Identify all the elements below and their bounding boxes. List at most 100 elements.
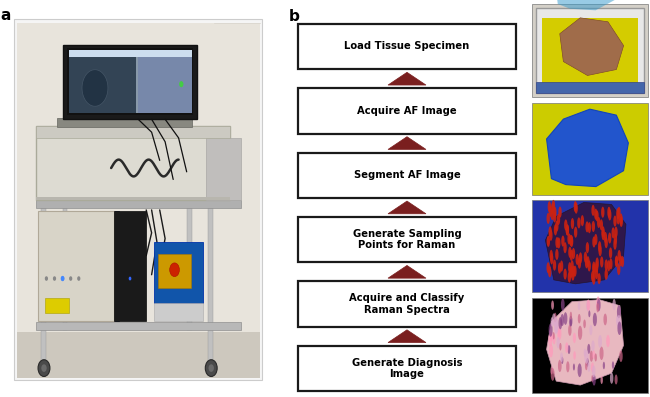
Circle shape: [596, 297, 600, 310]
Circle shape: [558, 317, 562, 329]
Circle shape: [597, 217, 601, 228]
Circle shape: [585, 361, 588, 370]
Circle shape: [575, 202, 578, 214]
Text: b: b: [289, 9, 299, 24]
Bar: [62, 208, 68, 330]
Bar: [532, 200, 647, 292]
Circle shape: [60, 276, 64, 281]
Circle shape: [586, 301, 590, 312]
Circle shape: [601, 376, 603, 384]
Circle shape: [574, 201, 577, 212]
Circle shape: [586, 242, 589, 253]
Bar: [138, 58, 192, 113]
FancyBboxPatch shape: [298, 217, 516, 262]
Circle shape: [592, 205, 595, 216]
Circle shape: [560, 314, 564, 326]
Bar: [532, 103, 647, 195]
Circle shape: [566, 344, 569, 352]
Circle shape: [570, 266, 573, 277]
Circle shape: [604, 232, 607, 243]
Circle shape: [551, 209, 554, 220]
Circle shape: [600, 219, 603, 230]
Circle shape: [569, 250, 573, 261]
Circle shape: [569, 235, 573, 246]
Circle shape: [601, 207, 604, 218]
Circle shape: [583, 320, 586, 328]
Circle shape: [617, 315, 621, 329]
Bar: [159, 254, 190, 288]
Circle shape: [598, 335, 602, 348]
Circle shape: [604, 259, 608, 270]
Circle shape: [614, 216, 617, 227]
Circle shape: [595, 353, 597, 362]
Circle shape: [572, 266, 575, 277]
Circle shape: [590, 325, 592, 335]
Circle shape: [592, 365, 595, 377]
Circle shape: [619, 255, 623, 266]
Circle shape: [554, 319, 559, 333]
Circle shape: [609, 258, 612, 270]
Circle shape: [614, 227, 618, 238]
Circle shape: [604, 237, 608, 248]
Bar: [17, 332, 259, 378]
Circle shape: [551, 317, 554, 327]
FancyBboxPatch shape: [298, 88, 516, 133]
Circle shape: [553, 207, 556, 218]
Bar: [187, 208, 192, 330]
Circle shape: [547, 213, 550, 224]
Circle shape: [607, 207, 610, 218]
Circle shape: [573, 333, 576, 343]
Polygon shape: [547, 109, 629, 187]
Circle shape: [603, 362, 605, 369]
Circle shape: [595, 210, 599, 222]
Circle shape: [577, 217, 580, 228]
Text: Segment AF Image: Segment AF Image: [354, 170, 460, 180]
Circle shape: [557, 237, 560, 249]
Circle shape: [549, 324, 552, 337]
Circle shape: [552, 260, 556, 271]
Circle shape: [549, 250, 553, 261]
Circle shape: [555, 220, 558, 231]
Bar: [532, 298, 647, 393]
Circle shape: [586, 299, 590, 311]
Circle shape: [621, 256, 624, 267]
Circle shape: [555, 249, 558, 260]
Circle shape: [615, 256, 618, 267]
Bar: [68, 58, 136, 113]
Circle shape: [598, 241, 601, 252]
Circle shape: [179, 81, 183, 87]
Circle shape: [551, 203, 554, 214]
Circle shape: [552, 200, 555, 211]
Circle shape: [558, 329, 560, 337]
Circle shape: [561, 235, 565, 247]
Circle shape: [557, 326, 562, 340]
Bar: [536, 8, 644, 93]
Circle shape: [567, 345, 570, 354]
Circle shape: [53, 276, 56, 281]
Circle shape: [564, 220, 567, 231]
Circle shape: [597, 273, 601, 284]
Circle shape: [550, 331, 553, 341]
Circle shape: [586, 256, 590, 267]
Text: a: a: [1, 8, 11, 23]
Bar: [45, 298, 70, 313]
Bar: [114, 211, 146, 321]
Circle shape: [170, 263, 179, 277]
Circle shape: [554, 224, 557, 235]
Circle shape: [42, 364, 47, 372]
Circle shape: [595, 257, 599, 268]
Circle shape: [551, 368, 554, 381]
Circle shape: [587, 344, 590, 354]
Circle shape: [569, 312, 572, 320]
Circle shape: [616, 315, 619, 326]
Polygon shape: [560, 18, 623, 75]
Circle shape: [578, 363, 582, 377]
Circle shape: [205, 360, 217, 376]
Polygon shape: [388, 266, 426, 278]
Circle shape: [551, 366, 553, 374]
Polygon shape: [547, 300, 623, 385]
Bar: [36, 126, 230, 137]
Circle shape: [561, 299, 565, 311]
Circle shape: [592, 375, 593, 382]
Bar: [542, 18, 638, 83]
